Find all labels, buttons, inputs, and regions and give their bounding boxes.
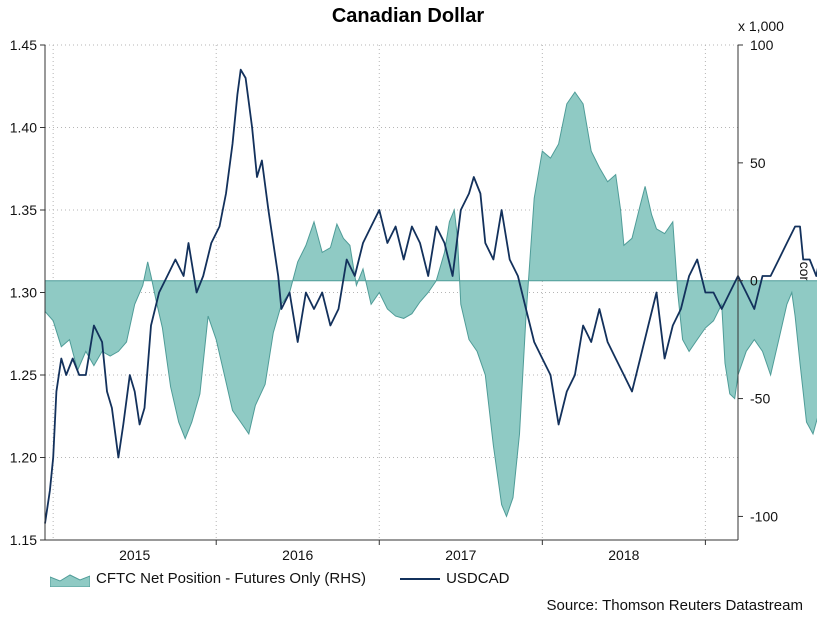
axes: 1.15 1.20 1.25 1.30 1.35 1.40 1.45 -100 -50 0 50 10… xyxy=(10,37,778,563)
x-tick-label: 2018 xyxy=(608,547,639,563)
left-tick-label: 1.45 xyxy=(10,37,37,53)
usdcad-line xyxy=(44,68,817,524)
legend-item-cftc: CFTC Net Position - Futures Only (RHS) xyxy=(50,570,366,587)
right-axis-unit: x 1,000 xyxy=(738,18,784,34)
legend: CFTC Net Position - Futures Only (RHS) U… xyxy=(50,570,543,587)
cftc-area xyxy=(44,91,817,518)
right-tick-label: -100 xyxy=(750,508,778,524)
left-tick-label: 1.25 xyxy=(10,367,37,383)
usdcad-line-series xyxy=(44,68,817,524)
cftc-area-series xyxy=(44,91,817,518)
right-tick-label: -50 xyxy=(750,391,770,407)
legend-item-usdcad: USDCAD xyxy=(400,570,509,587)
right-tick-label: 100 xyxy=(750,37,774,53)
left-tick-label: 1.40 xyxy=(10,120,37,136)
legend-label-usdcad: USDCAD xyxy=(446,570,510,587)
left-tick-label: 1.30 xyxy=(10,285,37,301)
right-tick-label: 50 xyxy=(750,155,766,171)
legend-label-cftc: CFTC Net Position - Futures Only (RHS) xyxy=(96,570,367,587)
x-tick-label: 2015 xyxy=(119,547,150,563)
legend-area-swatch xyxy=(50,573,90,587)
left-tick-label: 1.20 xyxy=(10,450,37,466)
x-tick-label: 2016 xyxy=(282,547,313,563)
x-tick-label: 2017 xyxy=(445,547,476,563)
legend-line-swatch xyxy=(400,577,441,580)
chart-title: Canadian Dollar xyxy=(332,5,484,27)
left-tick-label: 1.15 xyxy=(10,532,37,548)
source-note: Source: Thomson Reuters Datastream xyxy=(546,597,803,614)
right-tick-label: 0 xyxy=(750,273,758,289)
left-tick-label: 1.35 xyxy=(10,202,37,218)
